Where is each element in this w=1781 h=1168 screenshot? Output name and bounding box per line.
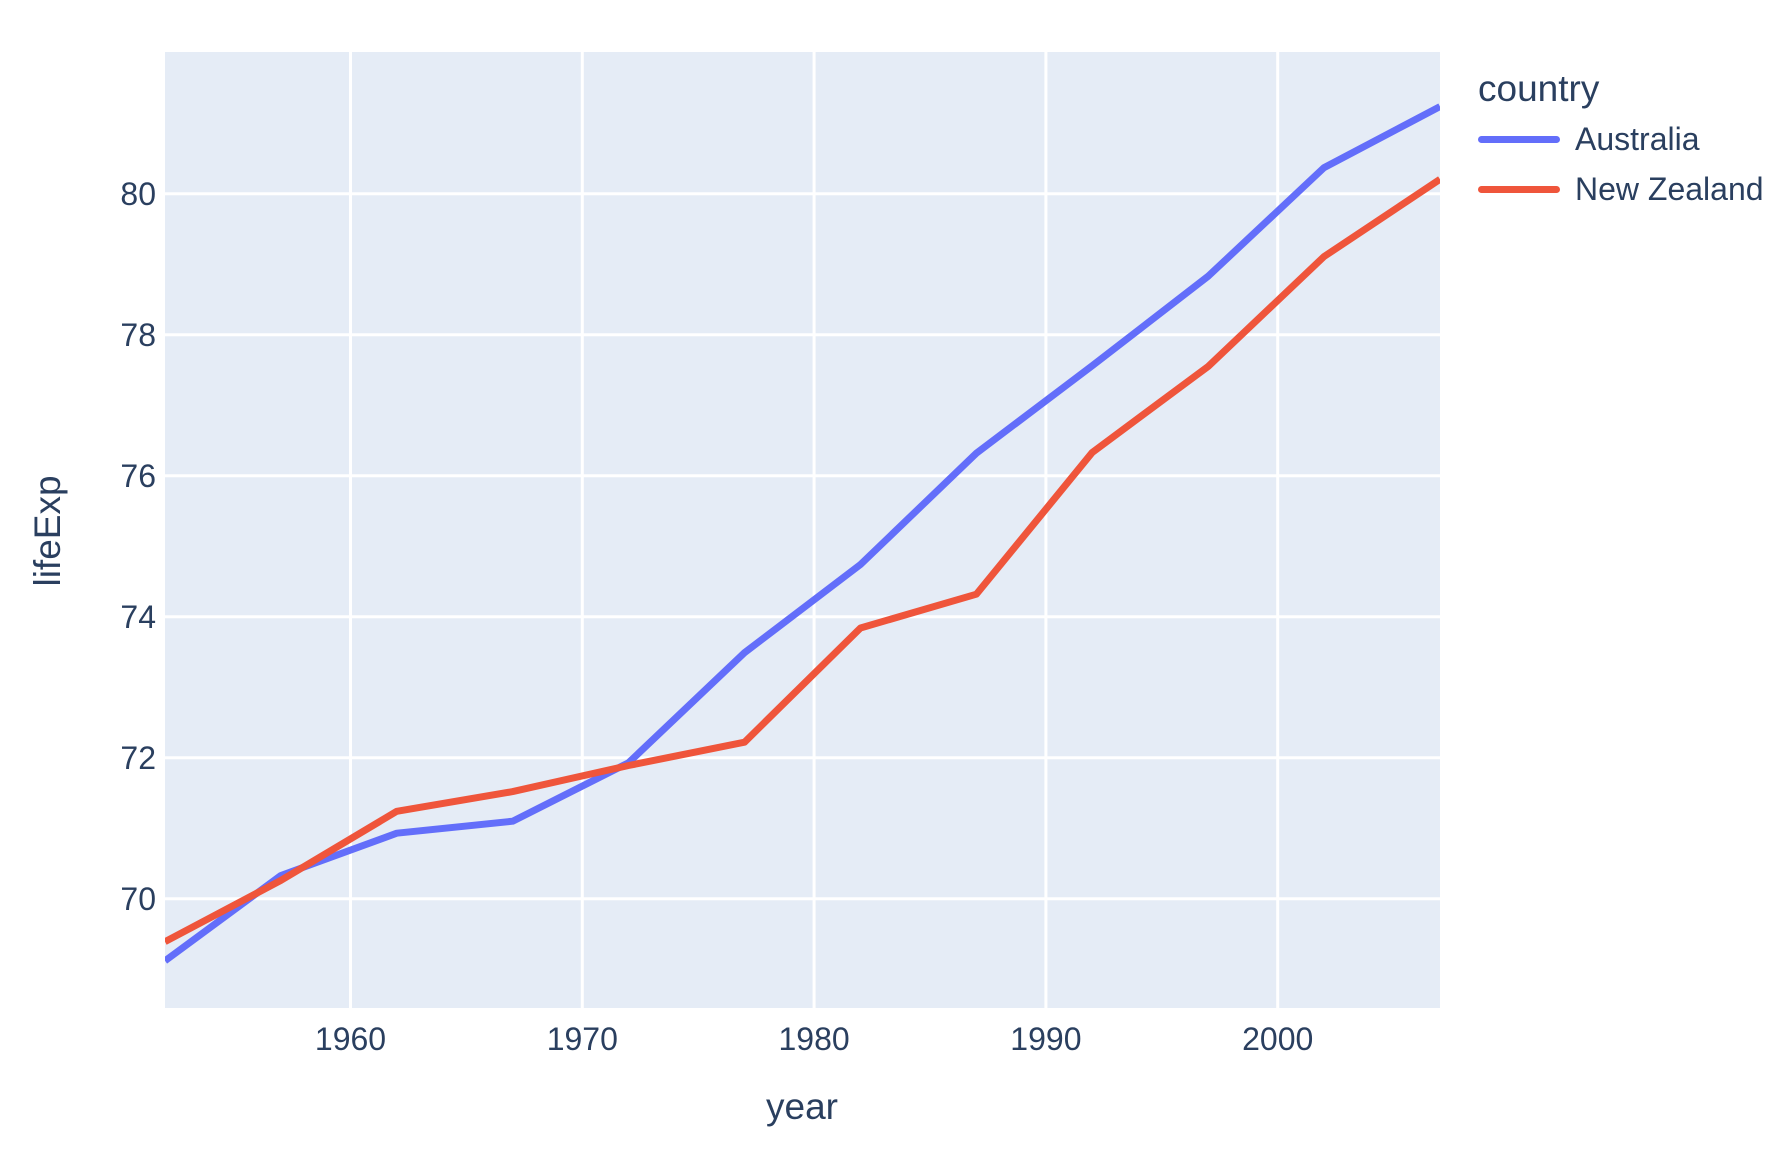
- y-tick-label-72: 72: [120, 739, 156, 776]
- australia-line-swatch-icon: [1478, 135, 1560, 143]
- plot-background: [165, 52, 1440, 1008]
- x-tick-label-1980: 1980: [778, 1021, 850, 1057]
- series-line-australia[interactable]: [165, 103, 1440, 964]
- x-tick-label-1960: 1960: [314, 1021, 387, 1057]
- y-tick-label-74: 74: [120, 598, 156, 635]
- y-tick-label-78: 78: [120, 316, 156, 353]
- y-tick-label-80: 80: [120, 175, 156, 212]
- x-tick-label-1970: 1970: [546, 1021, 618, 1057]
- legend-item-new-zealand[interactable]: New Zealand: [1478, 164, 1764, 214]
- legend-item-label-new-zealand: New Zealand: [1575, 170, 1764, 207]
- series-line-new-zealand[interactable]: [165, 176, 1440, 945]
- x-tick-label-2000: 2000: [1242, 1021, 1314, 1057]
- x-tick-label-1990: 1990: [1010, 1021, 1082, 1057]
- y-tick-label-70: 70: [120, 880, 156, 917]
- legend-item-australia[interactable]: Australia: [1478, 114, 1764, 164]
- new-zealand-line-swatch-icon: [1478, 185, 1560, 193]
- legend: country Australia New Zealand: [1478, 66, 1764, 214]
- x-axis-title: year: [766, 1086, 838, 1127]
- y-tick-label-76: 76: [120, 457, 156, 494]
- legend-title: country: [1478, 68, 1600, 109]
- legend-item-label-australia: Australia: [1575, 120, 1700, 157]
- y-axis-title: lifeExp: [27, 475, 68, 587]
